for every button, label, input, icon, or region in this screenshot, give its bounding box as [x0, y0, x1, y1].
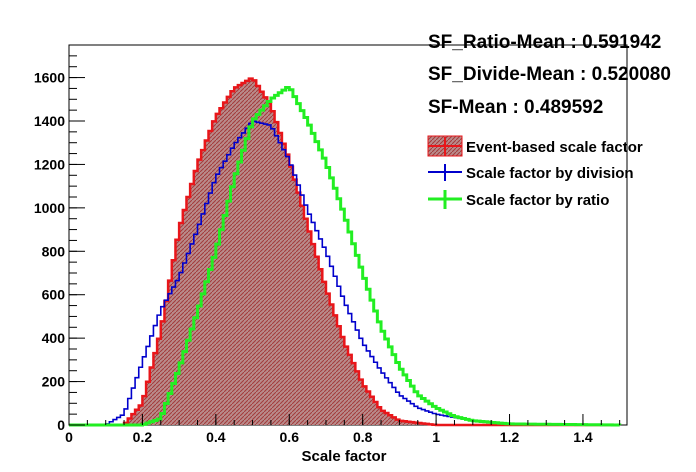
- y-tick-label: 1200: [34, 156, 65, 172]
- x-tick-label: 0.8: [353, 429, 373, 445]
- axes-layer: 0 0.2 0.4 0.6 0.8 1 1.2 1.4 0 200 400 600 800 1000 120…: [34, 44, 621, 445]
- series-event-based-fill: [69, 78, 620, 425]
- series-ratio-line: [69, 86, 622, 427]
- x-tick-label: 0.2: [133, 429, 153, 445]
- stat-divide-mean: SF_Divide-Mean : 0.520080: [428, 64, 671, 85]
- legend-item-division: Scale factor by division: [428, 164, 634, 182]
- series-layer: [69, 77, 622, 427]
- legend-item-ratio: Scale factor by ratio: [428, 190, 609, 209]
- x-tick-label: 1: [432, 429, 440, 445]
- y-tick-label: 400: [42, 330, 66, 346]
- stat-ratio-mean: SF_Ratio-Mean : 0.591942: [428, 32, 661, 53]
- x-tick-label: 1.2: [500, 429, 520, 445]
- y-tick-label: 1000: [34, 200, 65, 216]
- x-tick-label: 0.6: [280, 429, 300, 445]
- x-tick-label: 0.4: [206, 429, 226, 445]
- legend-label-division: Scale factor by division: [466, 165, 634, 182]
- y-tick-label: 600: [42, 287, 66, 303]
- legend-label-event-based: Event-based scale factor: [466, 139, 643, 156]
- stat-sf-mean: SF-Mean : 0.489592: [428, 97, 603, 118]
- x-tick-label: 1.4: [573, 429, 593, 445]
- legend-item-event-based: Event-based scale factor: [427, 135, 643, 157]
- y-tick-label: 0: [57, 417, 65, 433]
- y-tick-label: 1600: [34, 70, 65, 86]
- y-tick-label: 200: [42, 374, 66, 390]
- legend: Event-based scale factor Scale factor by…: [427, 135, 643, 209]
- legend-label-ratio: Scale factor by ratio: [466, 192, 609, 209]
- x-tick-label: 0: [65, 429, 73, 445]
- y-tick-label: 1400: [34, 113, 65, 129]
- series-event-based-line: [69, 77, 620, 427]
- x-axis-label: Scale factor: [301, 448, 386, 465]
- y-tick-label: 800: [42, 243, 66, 259]
